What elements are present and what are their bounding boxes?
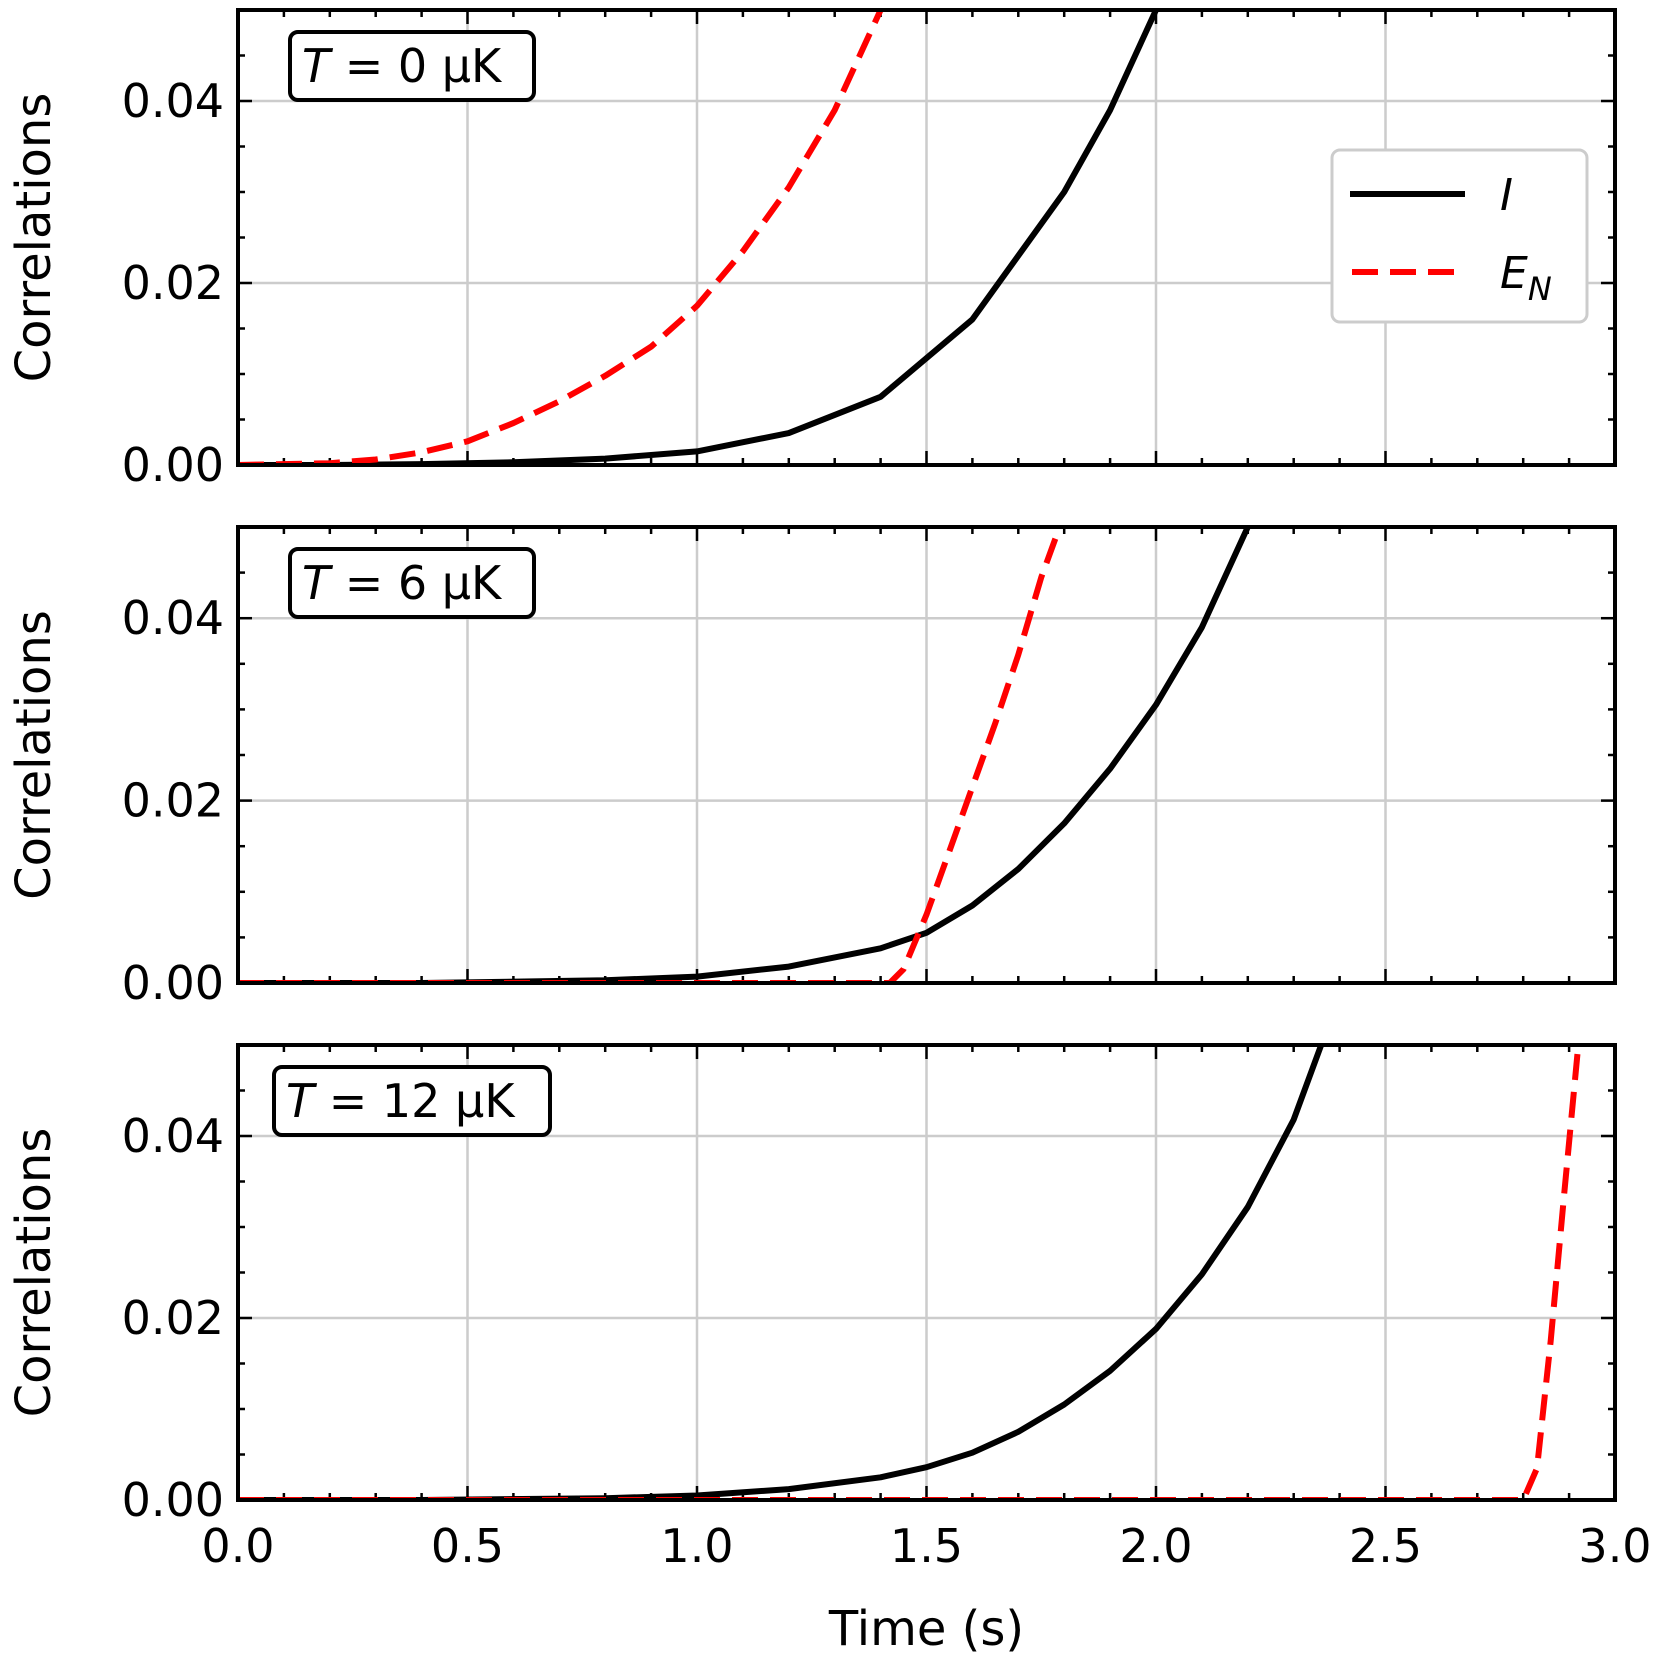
legend: IEN	[1330, 148, 1589, 324]
panel-label-box	[288, 547, 536, 619]
series-EN-line	[238, 527, 1063, 983]
panel-1: 0.00 0.02 0.04 Correlations T = 0 μK	[6, 8, 1617, 492]
series-I-line	[238, 1045, 1325, 1500]
panel-label: T = 6 μK	[302, 556, 503, 610]
y-axis-label: Correlations	[6, 1128, 62, 1418]
panel-label-box	[288, 30, 536, 102]
series-EN-line	[238, 1045, 1582, 1500]
panel-label-value: = 6 μK	[330, 556, 503, 610]
plot-frame	[236, 1043, 1617, 1502]
x-tick-label: 1.5	[890, 1519, 963, 1573]
panel-label: T = 0 μK	[302, 39, 503, 93]
x-tick-label: 0.0	[201, 1519, 274, 1573]
legend-label-I: I	[1500, 170, 1513, 221]
legend-label-EN: EN	[1500, 248, 1552, 308]
series-I-line	[238, 527, 1251, 983]
y-tick-label: 0.00	[122, 956, 224, 1010]
x-tick-label: 2.0	[1119, 1519, 1192, 1573]
x-axis-label: Time (s)	[828, 1601, 1024, 1657]
y-tick-label: 0.04	[122, 591, 224, 645]
y-axis-label: Correlations	[6, 610, 62, 900]
y-tick-label: 0.02	[122, 256, 224, 310]
y-tick-label: 0.02	[122, 774, 224, 828]
legend-label-EN-main: E	[1500, 248, 1528, 299]
y-tick-label: 0.04	[122, 74, 224, 128]
x-tick-label: 2.5	[1349, 1519, 1422, 1573]
panel-label: T = 12 μK	[286, 1074, 516, 1128]
series-EN-line	[238, 10, 884, 465]
y-tick-label: 0.00	[122, 1473, 224, 1527]
plot-frame	[236, 8, 1617, 467]
y-tick-label: 0.04	[122, 1109, 224, 1163]
panel-3: 0.00 0.02 0.04 Correlations T = 12 μK	[6, 1043, 1617, 1527]
panel-label-value: = 0 μK	[330, 39, 503, 93]
plot-frame	[236, 525, 1617, 985]
panel-label-box	[272, 1065, 552, 1137]
legend-label-EN-subscript: N	[1528, 270, 1552, 308]
panel-label-variable: T	[302, 556, 334, 610]
x-tick-label: 0.5	[431, 1519, 504, 1573]
x-tick-label: 1.0	[660, 1519, 733, 1573]
y-axis-label: Correlations	[6, 93, 62, 383]
panel-label-value: = 12 μK	[314, 1074, 516, 1128]
panel-label-variable: T	[302, 39, 334, 93]
y-tick-label: 0.02	[122, 1291, 224, 1345]
x-tick-label: 3.0	[1578, 1519, 1651, 1573]
y-tick-label: 0.00	[122, 438, 224, 492]
panel-2: 0.00 0.02 0.04 Correlations T = 6 μK	[6, 525, 1617, 1010]
panel-label-variable: T	[286, 1074, 318, 1128]
